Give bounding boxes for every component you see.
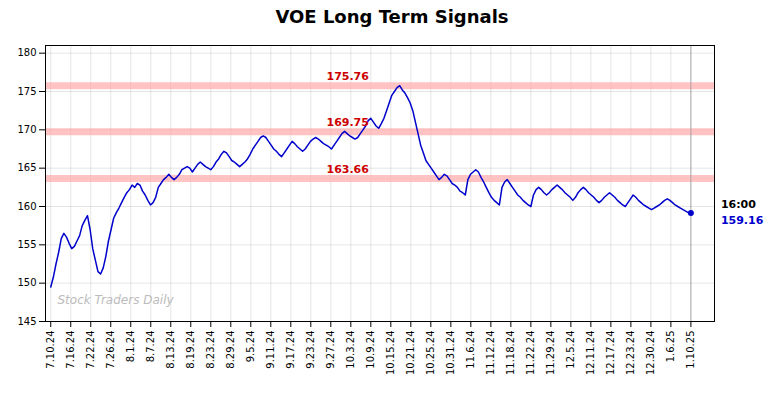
svg-text:150: 150: [17, 277, 36, 288]
svg-text:8.19.24: 8.19.24: [185, 331, 196, 369]
svg-text:10.9.24: 10.9.24: [365, 331, 376, 369]
svg-text:145: 145: [17, 316, 36, 327]
svg-text:10.3.24: 10.3.24: [345, 331, 356, 369]
svg-text:11.12.24: 11.12.24: [485, 331, 496, 376]
svg-text:165: 165: [17, 162, 36, 173]
svg-text:169.75: 169.75: [326, 116, 368, 129]
svg-text:8.1.24: 8.1.24: [125, 331, 136, 363]
svg-text:10.31.24: 10.31.24: [445, 331, 456, 376]
svg-text:155: 155: [17, 239, 36, 250]
svg-text:9.23.24: 9.23.24: [305, 331, 316, 369]
svg-text:170: 170: [17, 124, 36, 135]
svg-text:12.17.24: 12.17.24: [605, 331, 616, 376]
svg-text:10.21.24: 10.21.24: [405, 331, 416, 376]
svg-text:11.6.24: 11.6.24: [465, 331, 476, 369]
html-text:VOE Long Term Signals: VOE Long Term Signals: [275, 6, 509, 27]
svg-text:9.17.24: 9.17.24: [285, 331, 296, 369]
svg-text:10.15.24: 10.15.24: [385, 331, 396, 376]
svg-text:12.30.24: 12.30.24: [645, 331, 656, 376]
svg-text:8.13.24: 8.13.24: [165, 331, 176, 369]
svg-text:8.7.24: 8.7.24: [145, 331, 156, 363]
svg-text:1.10.25: 1.10.25: [685, 331, 696, 369]
svg-text:11.22.24: 11.22.24: [525, 331, 536, 376]
svg-text:9.27.24: 9.27.24: [325, 331, 336, 369]
svg-text:175: 175: [17, 86, 36, 97]
svg-text:Stock Traders Daily: Stock Traders Daily: [58, 293, 175, 307]
svg-text:10.25.24: 10.25.24: [425, 331, 436, 376]
svg-text:160: 160: [17, 201, 36, 212]
svg-text:11.18.24: 11.18.24: [505, 331, 516, 376]
svg-text:8.23.24: 8.23.24: [205, 331, 216, 369]
svg-text:11.29.24: 11.29.24: [545, 331, 556, 376]
svg-text:16:00: 16:00: [721, 198, 756, 211]
svg-text:159.16: 159.16: [721, 214, 764, 227]
svg-text:7.22.24: 7.22.24: [85, 331, 96, 369]
svg-text:180: 180: [17, 47, 36, 58]
svg-text:12.23.24: 12.23.24: [625, 331, 636, 376]
svg-text:7.16.24: 7.16.24: [65, 331, 76, 369]
svg-text:7.10.24: 7.10.24: [45, 331, 56, 369]
svg-text:12.5.24: 12.5.24: [565, 331, 576, 369]
svg-text:163.66: 163.66: [326, 163, 369, 176]
svg-text:9.5.24: 9.5.24: [245, 331, 256, 363]
svg-text:9.11.24: 9.11.24: [265, 331, 276, 369]
svg-text:8.29.24: 8.29.24: [225, 331, 236, 369]
svg-text:175.76: 175.76: [326, 70, 369, 83]
svg-text:1.6.25: 1.6.25: [665, 331, 676, 363]
svg-text:7.26.24: 7.26.24: [105, 331, 116, 369]
svg-text:12.11.24: 12.11.24: [585, 331, 596, 376]
